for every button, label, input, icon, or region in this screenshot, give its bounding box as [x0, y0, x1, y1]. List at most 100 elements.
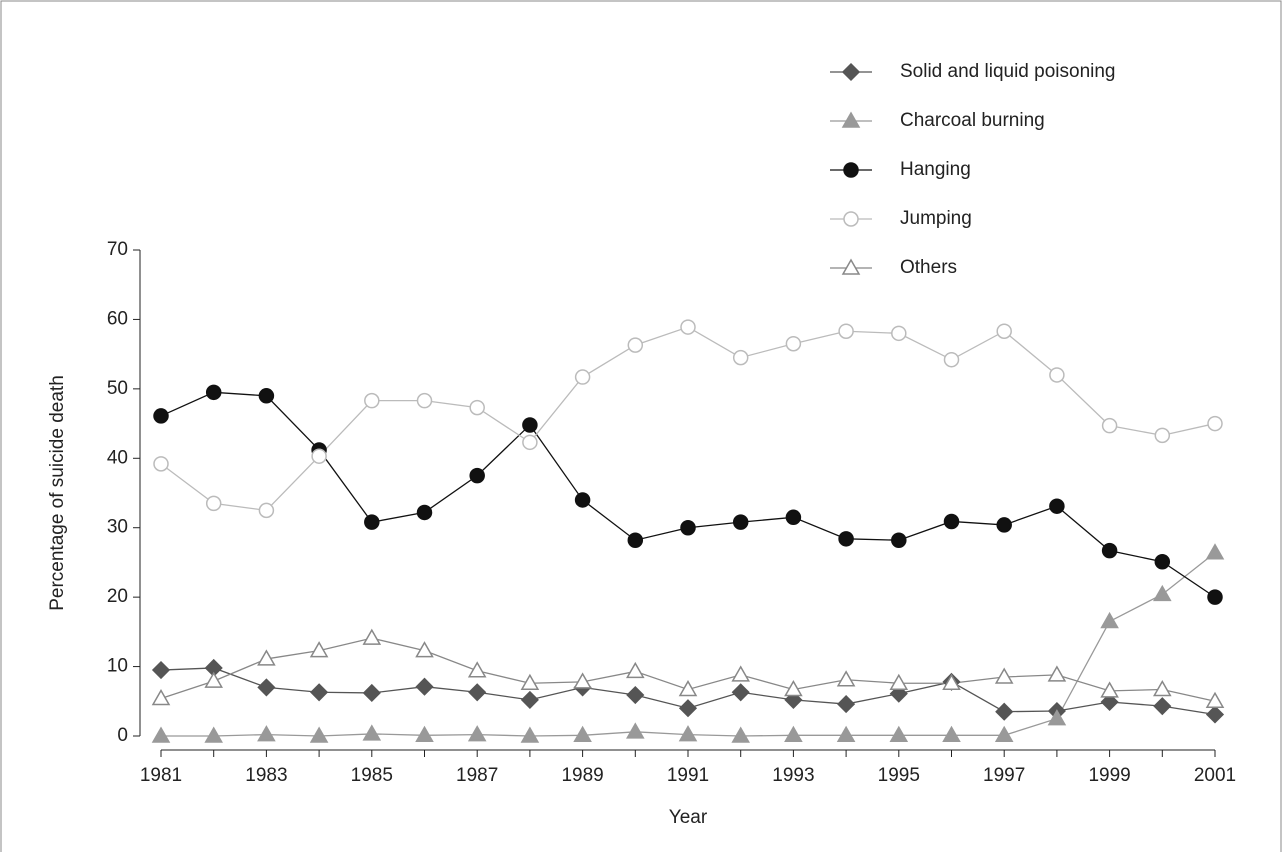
data-point	[311, 448, 327, 464]
x-tick-label: 1989	[561, 765, 603, 786]
data-point	[836, 670, 856, 687]
x-tick-label: 1983	[245, 765, 287, 786]
data-point	[309, 726, 329, 743]
data-point	[151, 660, 171, 680]
data-point	[626, 661, 645, 679]
x-tick-label: 1991	[667, 765, 709, 786]
data-point	[626, 722, 645, 739]
data-point	[520, 690, 539, 709]
data-point	[889, 725, 909, 743]
data-point	[1049, 498, 1065, 514]
data-point	[996, 323, 1012, 339]
data-point	[680, 319, 696, 335]
legend-marker	[841, 62, 861, 82]
data-point	[469, 399, 485, 416]
data-point	[309, 641, 329, 658]
y-tick-label: 30	[107, 517, 128, 538]
data-point	[785, 509, 802, 526]
y-tick-label: 50	[107, 378, 128, 399]
data-point	[994, 725, 1014, 743]
data-point	[942, 673, 961, 690]
data-point	[732, 349, 749, 366]
data-point	[1153, 584, 1172, 602]
data-point	[1154, 427, 1171, 444]
y-tick-label: 70	[107, 239, 128, 260]
data-point	[1047, 709, 1067, 726]
data-point	[362, 628, 382, 645]
data-point	[469, 467, 485, 484]
data-point	[415, 641, 434, 658]
data-point	[678, 679, 698, 697]
data-point	[151, 688, 171, 706]
data-point	[205, 384, 222, 401]
y-axis-label: Percentage of suicide death	[47, 375, 68, 611]
data-point	[784, 679, 803, 697]
data-point	[732, 514, 749, 530]
data-point	[574, 369, 591, 385]
y-tick-label: 0	[117, 725, 128, 746]
series-line	[160, 326, 1216, 512]
legend-label: Solid and liquid poisoning	[900, 61, 1116, 82]
data-point	[891, 532, 907, 548]
legend-marker	[843, 211, 859, 227]
x-tick-label: 1985	[351, 765, 393, 786]
data-point	[996, 517, 1012, 533]
data-point	[362, 683, 381, 703]
data-point	[731, 683, 750, 702]
data-point	[891, 325, 907, 342]
x-tick-label: 1981	[140, 765, 182, 786]
data-point	[1101, 417, 1118, 434]
data-point	[257, 649, 276, 666]
data-point	[1100, 692, 1119, 712]
y-tick-label: 40	[107, 447, 128, 468]
data-point	[205, 495, 222, 512]
legend-marker	[841, 258, 861, 275]
data-point	[995, 702, 1014, 721]
data-point	[467, 725, 487, 742]
data-point	[416, 504, 433, 521]
x-axis-label: Year	[669, 807, 708, 828]
data-point	[837, 695, 856, 714]
data-point	[1205, 691, 1225, 709]
legend-label: Hanging	[900, 159, 971, 180]
data-point	[838, 531, 854, 547]
data-point	[889, 673, 909, 690]
data-point	[731, 665, 750, 682]
y-tick-label: 10	[107, 656, 128, 677]
data-point	[415, 677, 434, 696]
legend-marker	[843, 162, 859, 178]
data-point	[1207, 589, 1223, 605]
legend-marker	[841, 111, 861, 128]
data-point	[416, 392, 433, 409]
data-point	[627, 532, 644, 548]
legend-label: Charcoal burning	[900, 110, 1045, 131]
data-point	[520, 673, 540, 690]
data-point	[784, 725, 803, 743]
data-point	[1047, 665, 1067, 682]
data-point	[364, 514, 380, 530]
data-point	[678, 699, 698, 718]
legend-label: Jumping	[900, 208, 972, 229]
data-point	[364, 392, 380, 409]
legend-label: Others	[900, 257, 957, 278]
x-tick-label: 2001	[1194, 765, 1236, 786]
series-line	[160, 391, 1216, 598]
data-point	[520, 726, 540, 743]
data-point	[1153, 697, 1172, 716]
data-point	[522, 417, 538, 433]
data-point	[943, 351, 960, 368]
data-point	[678, 725, 698, 742]
y-tick-label: 20	[107, 586, 128, 607]
data-point	[153, 408, 169, 424]
data-point	[257, 725, 276, 742]
data-point	[1205, 705, 1225, 724]
data-point	[1154, 553, 1171, 570]
data-point	[1049, 367, 1065, 383]
data-point	[1205, 543, 1225, 560]
data-point	[151, 726, 171, 743]
data-point	[258, 502, 275, 519]
data-point	[362, 724, 382, 741]
data-point	[153, 456, 169, 472]
